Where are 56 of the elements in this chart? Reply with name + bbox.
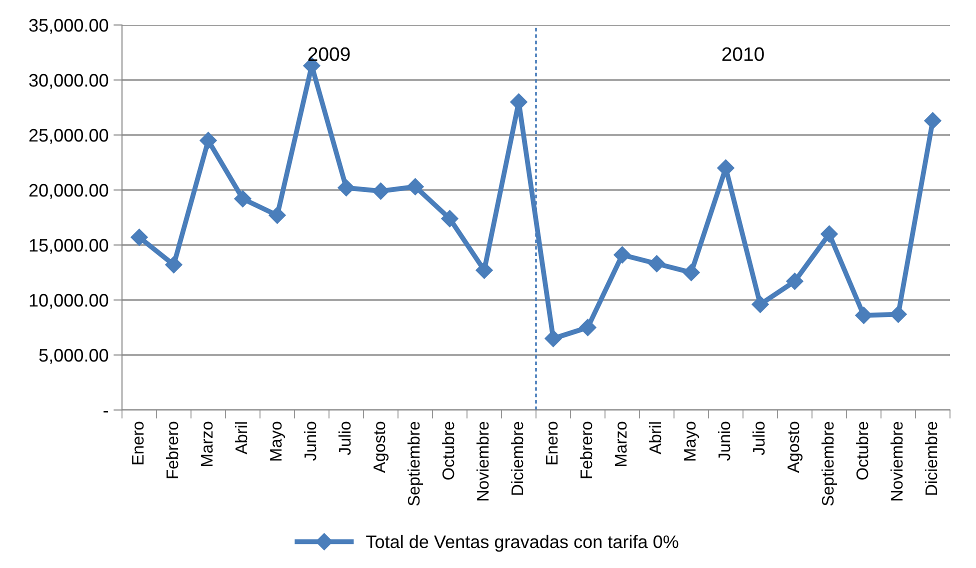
- x-tick-label: Diciembre: [510, 422, 524, 495]
- x-tick-label: Septiembre: [407, 422, 424, 506]
- point: [924, 112, 942, 130]
- point: [234, 190, 252, 208]
- x-tick-label: Febrero: [166, 422, 178, 478]
- x-tick-label: Marzo: [201, 422, 213, 466]
- x-tick-label: Julio: [752, 422, 765, 456]
- annotation: 2010: [722, 47, 764, 62]
- point: [200, 132, 217, 150]
- annotation: 2009: [308, 47, 350, 62]
- point: [338, 179, 355, 196]
- point: [406, 178, 424, 196]
- x-tick-label: Marzo: [615, 422, 627, 466]
- point: [855, 306, 872, 324]
- x-tick-label: Junio: [304, 422, 316, 461]
- x-tick-label: Agosto: [788, 422, 803, 473]
- x-tick-label: Noviembre: [476, 422, 489, 500]
- y-tick-label: 10,000.00: [30, 294, 108, 309]
- point: [752, 296, 769, 313]
- x-tick-label: Junio: [718, 422, 730, 461]
- point: [165, 256, 182, 274]
- x-tick-label: Diciembre: [924, 422, 938, 495]
- point: [544, 330, 562, 348]
- x-tick-label: Octubre: [856, 422, 868, 480]
- point: [890, 306, 907, 323]
- x-tick-label: Mayo: [270, 422, 286, 460]
- y-tick-label: 5,000.00: [39, 348, 108, 364]
- point: [648, 255, 666, 272]
- x-tick-label: Mayo: [684, 422, 700, 460]
- x-tick-label: Abril: [234, 422, 248, 454]
- point: [786, 272, 804, 290]
- legend-label: Total de Ventas gravadas con tarifa 0%: [366, 534, 678, 552]
- x-tick-label: Agosto: [374, 422, 389, 473]
- x-tick-label: Noviembre: [890, 422, 903, 500]
- y-tick-label: 30,000.00: [29, 74, 108, 89]
- x-tick-label: Julio: [338, 422, 351, 456]
- y-tick-label: 35,000.00: [29, 18, 108, 34]
- point: [579, 318, 596, 336]
- x-tick-label: Enero: [546, 422, 558, 464]
- y-tick-label: 25,000.00: [29, 128, 108, 144]
- point: [820, 225, 838, 243]
- x-tick-label: Abril: [648, 422, 662, 454]
- point: [372, 182, 390, 200]
- x-tick-label: Febrero: [580, 422, 592, 478]
- x-tick-label: Enero: [132, 422, 144, 464]
- point: [476, 262, 493, 279]
- x-tick-label: Septiembre: [821, 422, 838, 506]
- x-tick-label: Octubre: [442, 422, 454, 480]
- point: [441, 210, 458, 228]
- y-tick-label: -: [104, 411, 108, 412]
- point: [682, 264, 700, 282]
- y-tick-label: 20,000.00: [29, 184, 108, 199]
- y-tick-label: 15,000.00: [30, 238, 108, 254]
- point: [130, 228, 148, 246]
- point: [268, 206, 286, 224]
- point: [614, 246, 631, 264]
